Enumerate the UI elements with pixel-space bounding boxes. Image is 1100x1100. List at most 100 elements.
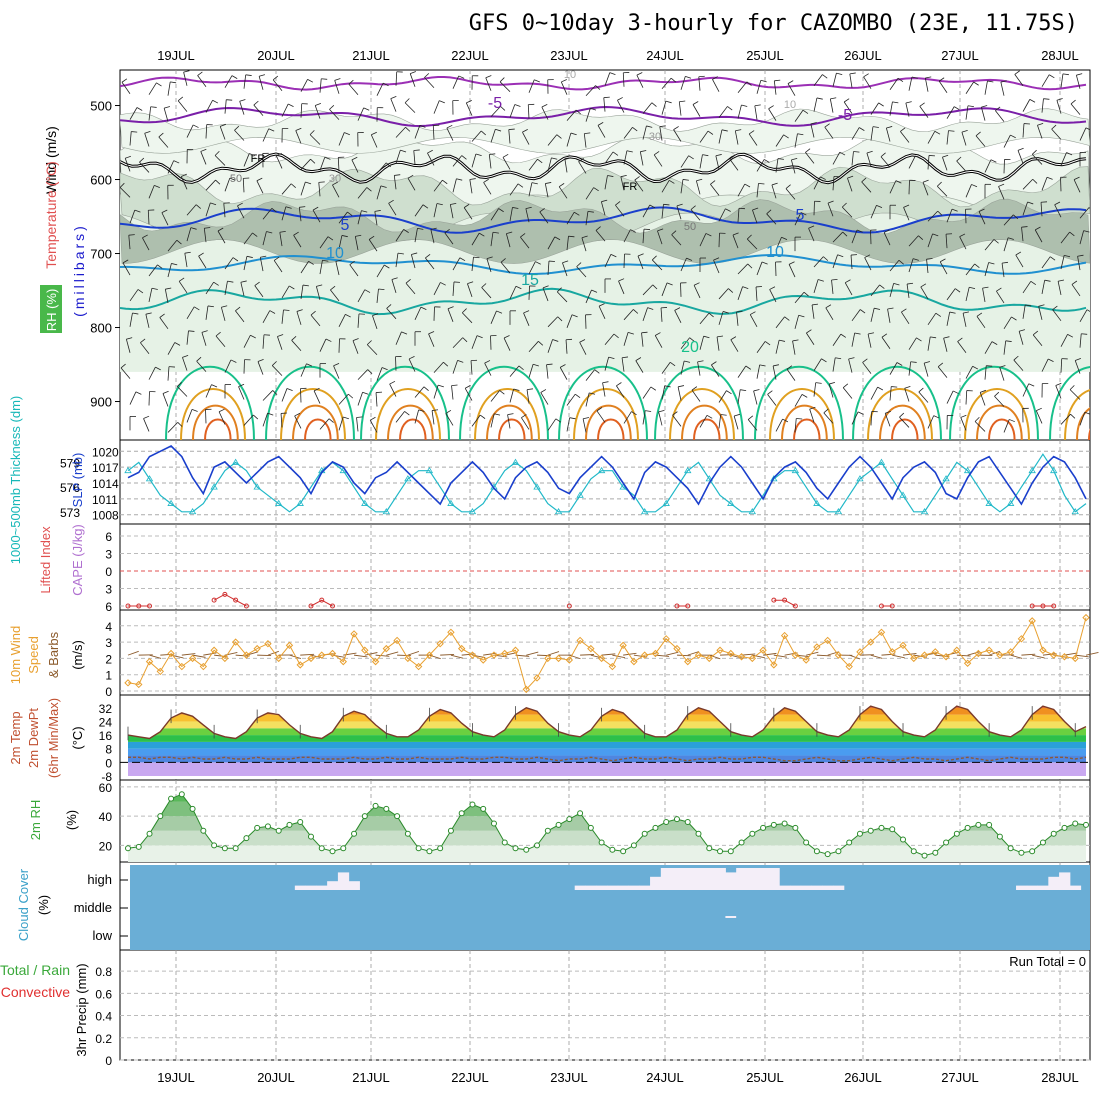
wind-barb-flag xyxy=(1054,201,1061,206)
wind-barb xyxy=(167,366,170,381)
wind-barb xyxy=(319,236,329,249)
wind-speed-point xyxy=(1028,617,1036,625)
wind-barb xyxy=(927,210,939,222)
wind-barb xyxy=(730,339,739,352)
wind-barb-flag xyxy=(327,236,334,241)
wind-barb-flag xyxy=(302,284,309,287)
wind-barb-flag xyxy=(1010,134,1016,139)
wind-speed-point xyxy=(587,644,595,653)
wind-barb-flag xyxy=(892,101,899,104)
wind-barb-flag xyxy=(239,99,246,102)
wind-barb xyxy=(832,357,836,372)
wind-barb-flag xyxy=(541,104,548,108)
thickness-point xyxy=(382,508,391,515)
wind-barb-flag xyxy=(144,130,151,134)
rh-point xyxy=(813,848,820,855)
label-precip: 3hr Precip (mm) xyxy=(74,963,89,1056)
temp-tick-label: 24 xyxy=(99,715,113,729)
wind-barb-flag xyxy=(342,416,349,420)
wind-barb-flag xyxy=(744,183,751,188)
wind-barb-flag xyxy=(747,263,753,269)
wind-speed-point xyxy=(490,651,498,659)
wind-barb xyxy=(946,209,953,223)
wind-barb xyxy=(832,231,844,243)
wind-barb-flag xyxy=(688,155,694,160)
cloud-high-bar xyxy=(714,868,726,890)
wind-barb xyxy=(433,282,441,296)
rh-point xyxy=(781,820,788,827)
wind-barb-flag xyxy=(221,305,228,308)
wind-barb xyxy=(659,126,663,141)
wind-barb xyxy=(768,108,777,121)
wind-barb-flag xyxy=(1076,73,1083,76)
wind-barb xyxy=(205,124,208,139)
wind-barb xyxy=(713,259,720,274)
wind-barb-flag xyxy=(1017,147,1024,151)
surface-temp-contour xyxy=(693,418,721,440)
wind-barb xyxy=(680,257,687,272)
date-label-top: 20JUL xyxy=(257,48,295,63)
wind-barb xyxy=(1051,128,1062,140)
wind-barb xyxy=(642,229,645,244)
wind-barb xyxy=(368,239,378,252)
cloud-high-bar xyxy=(585,885,597,890)
wind-speed-point xyxy=(135,680,143,689)
wind-barb-10m xyxy=(601,653,616,656)
wind-barb xyxy=(775,339,780,354)
wind-barb xyxy=(1079,412,1086,426)
wind-barb-flag xyxy=(741,104,748,107)
wind-barb-flag xyxy=(537,158,543,164)
wind-barb-flag xyxy=(204,227,211,229)
wind-barb xyxy=(507,414,511,429)
wind-barb-flag xyxy=(821,358,827,363)
wind-barb-flag xyxy=(1027,201,1034,205)
wind-barb-flag xyxy=(702,154,709,157)
wind-barb-flag xyxy=(218,408,225,413)
wind-barb xyxy=(525,208,530,223)
rh-point xyxy=(641,830,648,837)
rh-point xyxy=(501,839,508,846)
wind-barb-flag xyxy=(703,335,710,339)
temp-band xyxy=(128,735,1086,742)
surface-temp-contour xyxy=(585,404,632,440)
wind-barb-flag xyxy=(404,98,410,104)
wind-barb-flag xyxy=(170,81,177,84)
wind-barb-flag xyxy=(920,283,927,288)
surface-temp-contour xyxy=(867,388,933,440)
wind-barb-flag xyxy=(390,96,397,100)
wind-barb-flag xyxy=(277,334,284,337)
wind-barb-flag xyxy=(306,363,313,367)
rh-point xyxy=(555,821,562,828)
wind-barb-flag xyxy=(137,289,144,294)
wind-barb xyxy=(508,129,511,144)
rh-point xyxy=(964,824,971,831)
rh-tick-label: 60 xyxy=(99,781,113,795)
wind-barb-flag xyxy=(465,385,471,389)
wind-barb xyxy=(395,71,398,86)
surface-temp-contour xyxy=(498,418,526,440)
wind-barb xyxy=(585,211,589,226)
wind-barb-flag xyxy=(1032,330,1039,336)
wind-barb-flag xyxy=(910,361,917,363)
wind-barb xyxy=(772,365,777,380)
wind-tick-label: 2 xyxy=(105,652,112,666)
cloud-high-bar xyxy=(757,868,769,890)
wind-barb xyxy=(813,97,818,112)
rh-point xyxy=(652,824,659,831)
wind-barb xyxy=(243,414,254,426)
wind-barb xyxy=(159,317,169,330)
wind-barb-flag xyxy=(899,412,905,418)
wind-barb xyxy=(636,74,644,88)
wind-barb-flag xyxy=(761,261,768,265)
wind-barb-flag xyxy=(178,277,185,282)
wind-barb xyxy=(908,337,917,350)
wind-barb xyxy=(196,360,207,372)
wind-barb-flag xyxy=(347,211,353,216)
surface-temp-contour xyxy=(964,388,1030,440)
wind-barb-flag xyxy=(540,389,547,393)
wind-barb xyxy=(691,389,701,402)
wind-barb-flag xyxy=(1073,176,1080,180)
wind-barb-flag xyxy=(307,79,314,83)
wind-speed-point xyxy=(974,649,983,658)
